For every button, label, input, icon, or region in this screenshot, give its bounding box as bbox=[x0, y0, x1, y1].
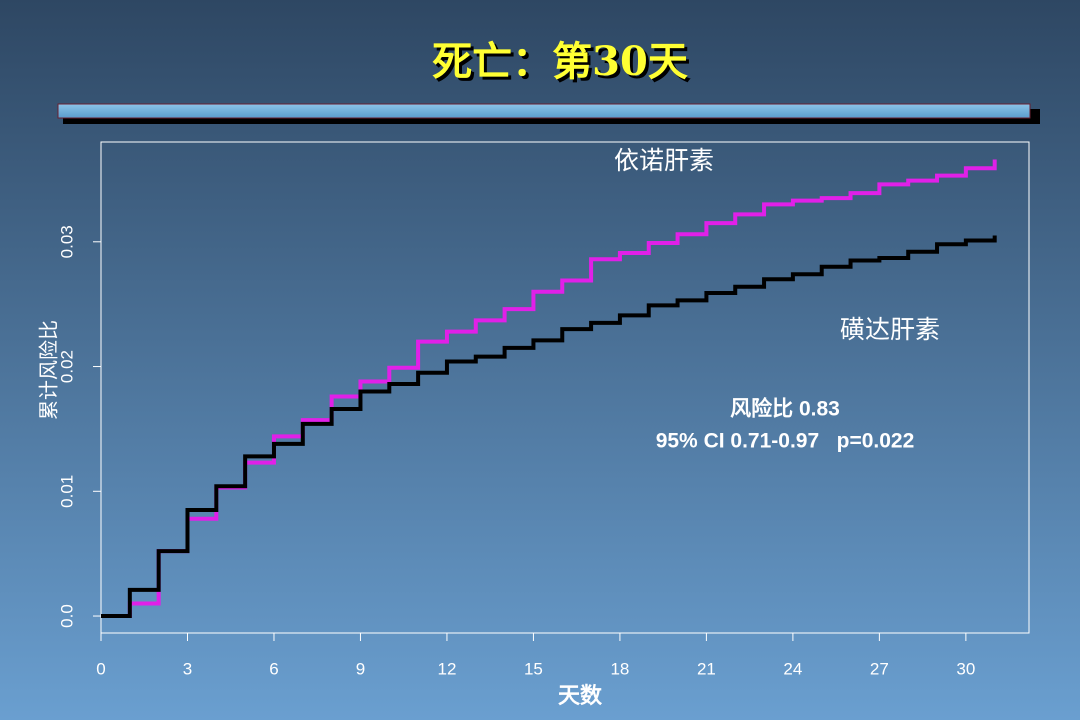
plot-frame bbox=[100, 141, 1030, 634]
x-tick-label: 30 bbox=[956, 659, 975, 678]
x-tick-label: 18 bbox=[610, 659, 629, 678]
x-axis-label: 天数 bbox=[558, 683, 603, 709]
x-tick-label: 6 bbox=[269, 659, 278, 678]
x-tick-label: 15 bbox=[524, 659, 543, 678]
y-axis-label: 累计风险比 bbox=[37, 320, 61, 420]
y-tick-label: 0.0 bbox=[57, 604, 76, 628]
legend-label: 依诺肝素 bbox=[614, 146, 714, 175]
x-tick-label: 21 bbox=[697, 659, 716, 678]
annotation: 95% CI 0.71-0.97 p=0.022 bbox=[656, 430, 915, 453]
x-tick-label: 24 bbox=[783, 659, 802, 678]
step-line bbox=[101, 159, 997, 619]
chart-title: 死亡：第30天 bbox=[432, 38, 688, 85]
x-tick-label: 0 bbox=[96, 659, 105, 678]
annotation: 风险比 0.83 bbox=[730, 397, 840, 421]
x-tick-label: 9 bbox=[356, 659, 365, 678]
x-tick-label: 3 bbox=[183, 659, 192, 678]
title-shadow: 死亡：第30天 bbox=[435, 41, 691, 88]
legend-label: 磺达肝素 bbox=[840, 315, 940, 344]
step-line bbox=[101, 235, 997, 619]
x-tick-label: 12 bbox=[437, 659, 456, 678]
y-tick-label: 0.01 bbox=[57, 475, 76, 508]
x-tick-label: 27 bbox=[870, 659, 889, 678]
y-tick-label: 0.03 bbox=[57, 225, 76, 258]
y-tick-label: 0.02 bbox=[57, 350, 76, 383]
title-bar bbox=[57, 103, 1031, 119]
